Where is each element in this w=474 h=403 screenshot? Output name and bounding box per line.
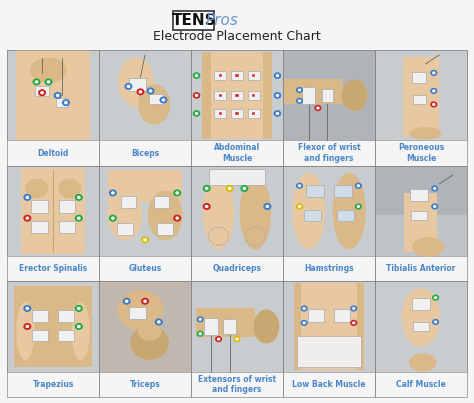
Text: TENS: TENS (172, 13, 216, 28)
Circle shape (353, 322, 355, 324)
Bar (375, 166, 467, 281)
Bar (334, 310, 350, 322)
Circle shape (109, 215, 116, 221)
Circle shape (236, 338, 238, 340)
Circle shape (206, 206, 208, 208)
Bar (157, 223, 173, 235)
Circle shape (24, 215, 31, 221)
Bar (375, 281, 467, 372)
Bar (231, 91, 243, 100)
Bar (304, 210, 321, 221)
Circle shape (128, 85, 130, 87)
Circle shape (434, 187, 436, 189)
Ellipse shape (410, 127, 442, 139)
Circle shape (33, 79, 40, 85)
Bar (219, 112, 222, 114)
Circle shape (432, 186, 438, 191)
Circle shape (126, 300, 128, 302)
Ellipse shape (254, 310, 279, 344)
Circle shape (75, 305, 82, 311)
Bar (108, 170, 182, 202)
Circle shape (433, 295, 438, 300)
Circle shape (276, 95, 279, 96)
Bar (235, 94, 239, 97)
Circle shape (24, 195, 31, 200)
Bar (31, 200, 47, 213)
Bar (196, 308, 255, 337)
Bar (375, 166, 467, 256)
Bar (283, 281, 375, 372)
Circle shape (435, 297, 437, 299)
Bar (99, 166, 191, 256)
Circle shape (299, 100, 301, 102)
Circle shape (435, 321, 437, 323)
Circle shape (234, 337, 240, 341)
Bar (214, 91, 227, 100)
Circle shape (197, 331, 203, 336)
Bar (7, 281, 99, 372)
Bar (32, 330, 48, 341)
Circle shape (39, 90, 46, 96)
Bar (294, 283, 301, 370)
Bar (59, 200, 75, 213)
Bar (129, 307, 146, 319)
Bar (7, 166, 99, 256)
Bar (283, 166, 375, 281)
Circle shape (155, 319, 162, 325)
Circle shape (199, 318, 201, 320)
Bar (306, 185, 324, 197)
Ellipse shape (28, 57, 78, 125)
Ellipse shape (412, 237, 444, 257)
Text: Erector Spinalis: Erector Spinalis (19, 264, 87, 273)
Circle shape (297, 204, 302, 209)
Circle shape (433, 72, 435, 74)
Ellipse shape (333, 172, 366, 249)
Bar (235, 112, 239, 114)
Circle shape (176, 217, 178, 219)
Circle shape (199, 333, 201, 334)
Circle shape (433, 90, 435, 92)
Bar (99, 281, 191, 372)
Bar (252, 112, 255, 114)
Text: Trapezius: Trapezius (32, 380, 74, 389)
Text: Calf Muscle: Calf Muscle (396, 380, 446, 389)
Text: Deltoid: Deltoid (37, 149, 69, 158)
Circle shape (147, 88, 154, 94)
Circle shape (24, 324, 31, 329)
Circle shape (144, 239, 146, 241)
Circle shape (78, 196, 80, 198)
Circle shape (112, 217, 114, 219)
Circle shape (26, 326, 28, 328)
Bar (283, 50, 375, 166)
Circle shape (434, 206, 436, 207)
Bar (214, 71, 227, 80)
Bar (247, 71, 260, 80)
Bar (59, 221, 75, 233)
Circle shape (243, 187, 246, 189)
Bar (337, 210, 354, 221)
Circle shape (193, 93, 200, 98)
Circle shape (216, 337, 221, 341)
Circle shape (303, 322, 305, 324)
Ellipse shape (409, 353, 437, 372)
Bar (129, 78, 146, 91)
Circle shape (174, 215, 181, 221)
Ellipse shape (138, 321, 161, 341)
Bar (219, 75, 222, 77)
Circle shape (276, 75, 279, 77)
Circle shape (56, 94, 59, 96)
Bar (411, 210, 428, 220)
Bar (58, 310, 74, 322)
Bar (402, 57, 439, 136)
Bar (99, 50, 191, 141)
Bar (283, 281, 375, 397)
Circle shape (357, 185, 359, 187)
Circle shape (431, 102, 437, 107)
Bar (191, 281, 283, 397)
Bar (263, 52, 272, 139)
Circle shape (65, 102, 67, 104)
Circle shape (160, 97, 167, 103)
Circle shape (266, 206, 268, 208)
Circle shape (433, 104, 435, 105)
